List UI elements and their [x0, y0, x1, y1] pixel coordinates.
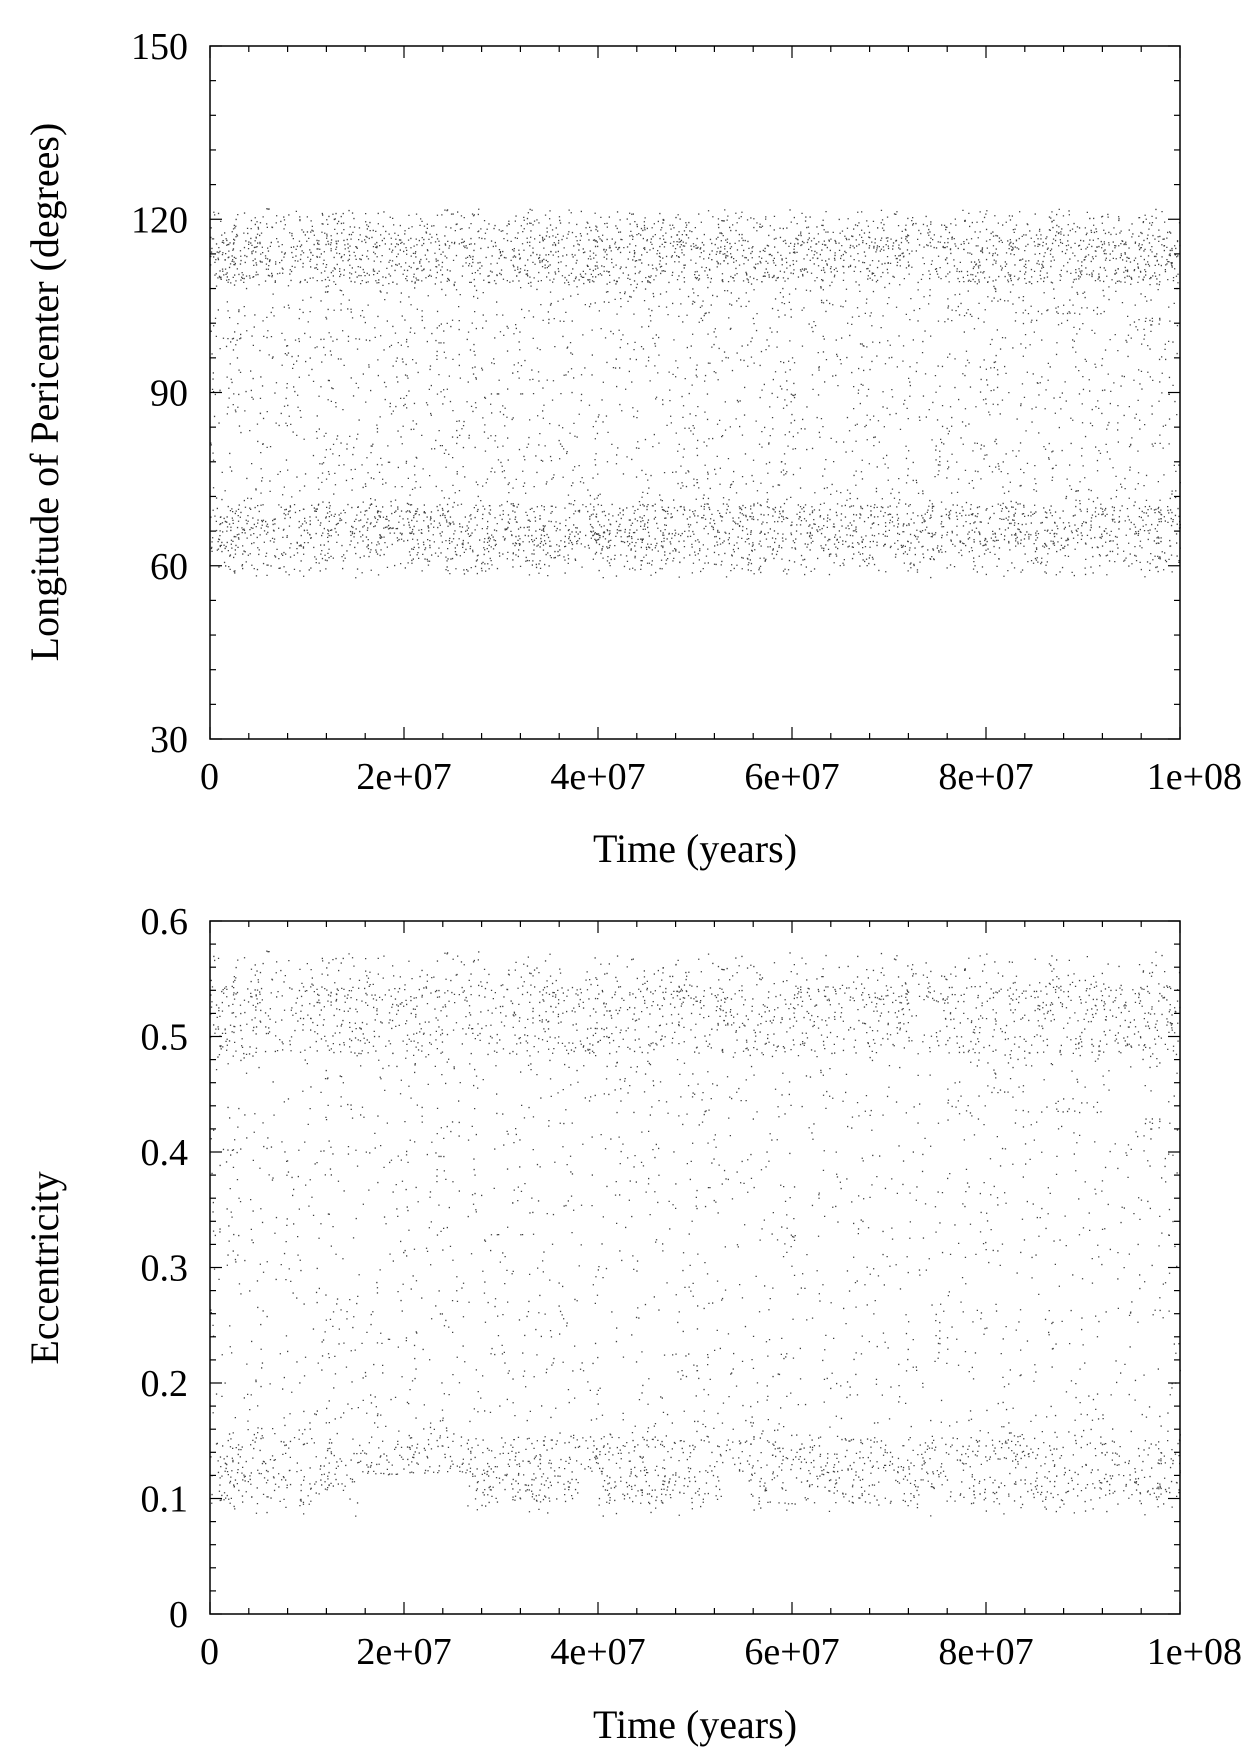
x-axis-title: Time (years)	[593, 1702, 797, 1747]
eccentricity-panel: 0 2e+07 4e+07 6e+07 8e+07 1e+08 0 0.1 0.2 0.3 0.4…	[22, 901, 1242, 1747]
x-tick-label: 0	[200, 756, 219, 798]
y-tick-label: 90	[150, 373, 188, 415]
y-tick-label: 0.2	[141, 1363, 189, 1405]
x-tick-label: 0	[200, 1631, 219, 1673]
x-tick-label: 1e+08	[1147, 756, 1242, 798]
y-axis-title: Eccentricity	[22, 1171, 67, 1364]
y-tick-label: 0.5	[141, 1017, 189, 1059]
y-tick-label: 0.1	[141, 1479, 189, 1521]
y-tick-label: 60	[150, 546, 188, 588]
x-tick-label: 2e+07	[356, 1631, 451, 1673]
y-tick-label: 30	[150, 719, 188, 761]
tick-marks	[209, 920, 1181, 1615]
y-axis-title: Longitude of Pericenter (degrees)	[22, 123, 67, 662]
plot-background	[210, 46, 1180, 739]
x-tick-labels: 0 2e+07 4e+07 6e+07 8e+07 1e+08	[200, 1631, 1242, 1673]
y-tick-label: 0.6	[141, 901, 189, 943]
x-tick-label: 8e+07	[938, 756, 1033, 798]
x-axis-title: Time (years)	[593, 826, 797, 871]
y-tick-labels: 0 0.1 0.2 0.3 0.4 0.5 0.6	[141, 901, 189, 1636]
y-tick-labels: 30 60 90 120 150	[131, 26, 188, 761]
scatter-points	[210, 950, 1181, 1517]
x-tick-label: 1e+08	[1147, 1631, 1242, 1673]
x-tick-labels: 0 2e+07 4e+07 6e+07 8e+07 1e+08	[200, 756, 1242, 798]
data-points	[210, 208, 1181, 579]
x-tick-label: 4e+07	[550, 1631, 645, 1673]
x-tick-label: 6e+07	[744, 756, 839, 798]
y-tick-label: 120	[131, 199, 188, 241]
data-points	[210, 950, 1181, 1517]
x-tick-label: 6e+07	[744, 1631, 839, 1673]
y-tick-label: 0.4	[141, 1132, 189, 1174]
scatter-points	[210, 208, 1181, 579]
tick-marks	[209, 45, 1181, 740]
x-tick-label: 4e+07	[550, 756, 645, 798]
plot-background	[210, 921, 1180, 1614]
y-tick-label: 150	[131, 26, 188, 68]
y-tick-label: 0.3	[141, 1248, 189, 1290]
x-tick-label: 2e+07	[356, 756, 451, 798]
x-tick-label: 8e+07	[938, 1631, 1033, 1673]
longitude-of-pericenter-panel: 0 2e+07 4e+07 6e+07 8e+07 1e+08 306090120150 …	[22, 26, 1242, 871]
y-tick-label: 0	[169, 1594, 188, 1636]
